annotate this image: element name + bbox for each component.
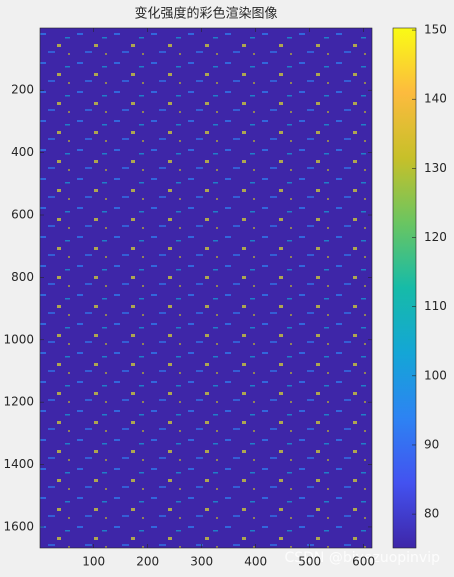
y-tick-label: 600 [11, 208, 34, 222]
y-tick-label: 400 [11, 145, 34, 159]
colorbar [392, 27, 417, 549]
colorbar-tick-label: 120 [424, 230, 447, 244]
y-tick-label: 1000 [3, 332, 34, 346]
y-tick-label: 200 [11, 83, 34, 97]
colorbar-tick-label: 140 [424, 92, 447, 106]
y-tick-label: 1200 [3, 395, 34, 409]
colorbar-tick-label: 100 [424, 368, 447, 382]
image-texture [40, 28, 372, 548]
y-tick-label: 800 [11, 270, 34, 284]
x-tick-label: 100 [82, 555, 105, 569]
colorbar-tick-label: 130 [424, 161, 447, 175]
x-tick-label: 600 [352, 555, 375, 569]
y-tick-label: 1600 [3, 519, 34, 533]
chart-title: 变化强度的彩色渲染图像 [134, 6, 277, 22]
x-tick-label: 500 [298, 555, 321, 569]
watermark: CSDN @biyezuopinvip [284, 550, 440, 566]
y-tick-label: 1400 [3, 457, 34, 471]
x-tick-label: 400 [244, 555, 267, 569]
colorbar-tick-label: 150 [424, 23, 447, 37]
x-tick-label: 200 [136, 555, 159, 569]
colorbar-tick-label: 90 [424, 437, 439, 451]
x-tick-label: 300 [190, 555, 213, 569]
colorbar-tick-label: 80 [424, 507, 439, 521]
axes-box [39, 27, 373, 549]
colorbar-tick-label: 110 [424, 299, 447, 313]
